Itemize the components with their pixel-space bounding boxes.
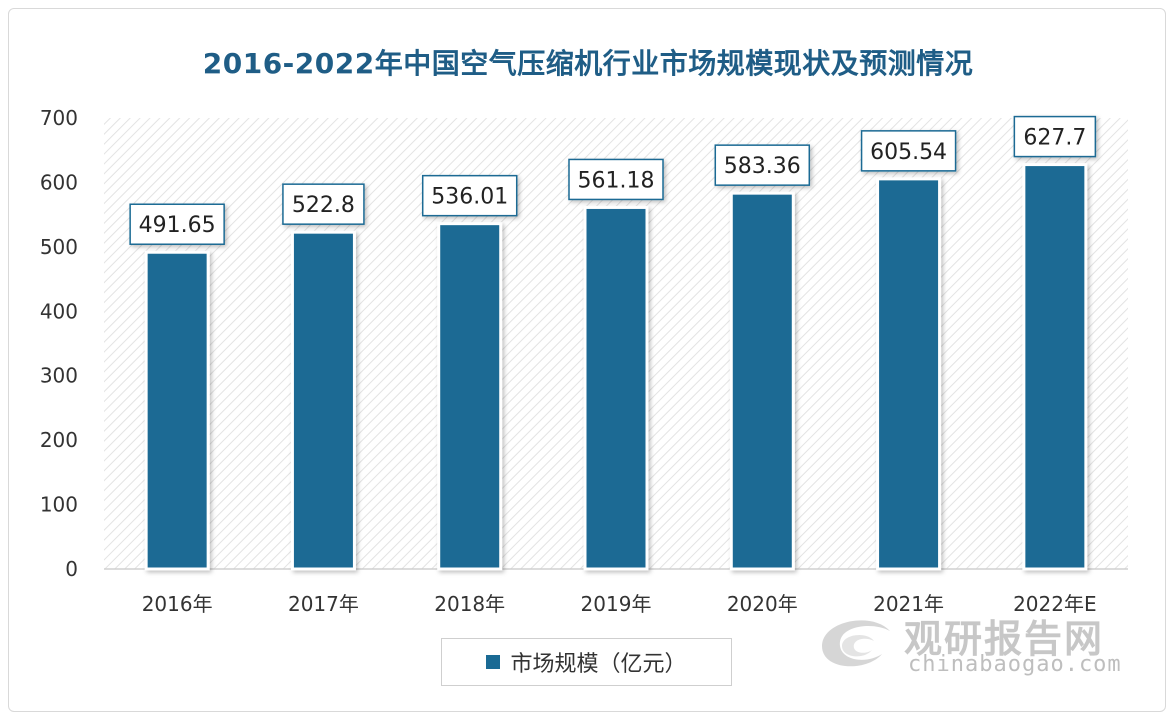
data-label: 627.7 bbox=[1013, 115, 1097, 158]
y-tick-label: 0 bbox=[65, 557, 78, 581]
bar bbox=[729, 191, 795, 571]
legend-swatch bbox=[486, 655, 501, 669]
data-label: 536.01 bbox=[421, 174, 518, 217]
chart-title: 2016-2022年中国空气压缩机行业市场规模现状及预测情况 bbox=[202, 47, 974, 80]
watermark: 观研报告网 chinabaogao.com bbox=[812, 600, 1142, 682]
swirl-logo-icon bbox=[822, 620, 890, 667]
x-axis: 2016年 2017年 2018年 2019年 2020年 2021年 2022年E bbox=[142, 592, 1097, 616]
data-label-text: 536.01 bbox=[431, 185, 508, 210]
y-tick-label: 200 bbox=[40, 428, 78, 452]
data-label-text: 605.54 bbox=[870, 140, 947, 165]
data-label-text: 561.18 bbox=[578, 168, 655, 193]
data-label: 491.65 bbox=[129, 203, 225, 245]
x-tick-label: 2020年 bbox=[727, 592, 798, 616]
data-label-box bbox=[129, 203, 225, 245]
y-axis: 0 100 200 300 400 500 600 700 bbox=[40, 106, 78, 581]
data-label-text: 627.7 bbox=[1023, 126, 1086, 151]
y-tick-label: 700 bbox=[40, 106, 78, 130]
data-label-text: 491.65 bbox=[139, 213, 216, 238]
x-tick-label: 2018年 bbox=[434, 592, 505, 616]
x-tick-label: 2022年E bbox=[1013, 592, 1097, 616]
data-label: 522.8 bbox=[282, 183, 365, 225]
x-tick-label: 2016年 bbox=[142, 592, 213, 616]
legend: 市场规模（亿元） bbox=[441, 638, 732, 686]
data-label-box bbox=[568, 158, 664, 201]
bar bbox=[583, 205, 649, 571]
data-label-box bbox=[282, 183, 365, 225]
data-label-box bbox=[714, 144, 811, 186]
y-tick-label: 600 bbox=[40, 170, 78, 194]
data-label-text: 583.36 bbox=[724, 154, 801, 179]
data-label-box bbox=[860, 130, 957, 172]
watermark-brand-en: chinabaogao.com bbox=[908, 652, 1122, 677]
bar bbox=[144, 250, 210, 571]
x-tick-label: 2021年 bbox=[873, 592, 944, 616]
bar bbox=[876, 177, 942, 571]
data-label-box bbox=[421, 174, 518, 217]
data-labels-group: 491.65 522.8 536.01 561.18 583.36 605.54 627.7 bbox=[129, 115, 1097, 245]
y-tick-label: 500 bbox=[40, 235, 78, 259]
data-label: 583.36 bbox=[714, 144, 811, 186]
bars-group bbox=[144, 163, 1088, 571]
data-label: 561.18 bbox=[568, 158, 664, 201]
y-tick-label: 400 bbox=[40, 299, 78, 323]
x-tick-label: 2017年 bbox=[288, 592, 359, 616]
bar bbox=[1022, 163, 1088, 571]
watermark-brand-cn: 观研报告网 bbox=[904, 617, 1105, 661]
data-label: 605.54 bbox=[860, 130, 957, 172]
data-label-box bbox=[1013, 115, 1097, 158]
bar bbox=[437, 222, 503, 571]
data-label-text: 522.8 bbox=[292, 193, 355, 218]
y-tick-label: 300 bbox=[40, 364, 78, 388]
x-tick-label: 2019年 bbox=[581, 592, 652, 616]
y-tick-label: 100 bbox=[40, 493, 78, 517]
legend-label: 市场规模（亿元） bbox=[510, 652, 687, 677]
bar bbox=[290, 230, 356, 571]
